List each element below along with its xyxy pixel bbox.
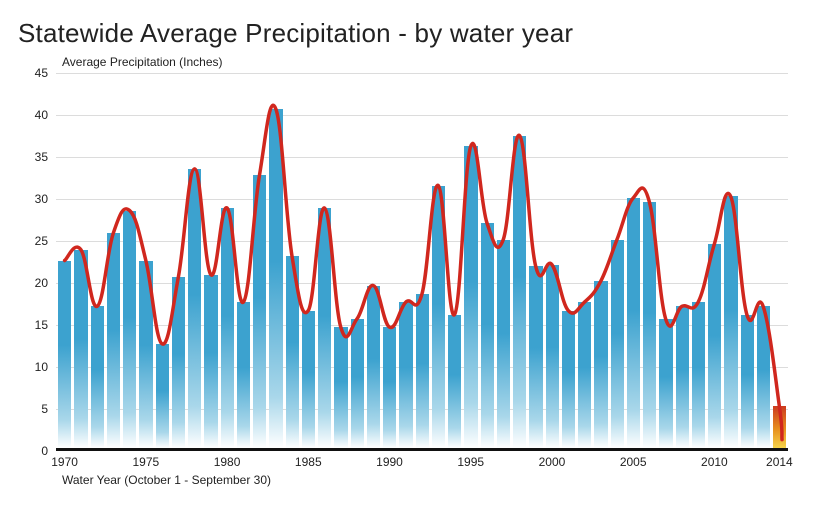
bar xyxy=(676,306,689,448)
bar xyxy=(659,319,672,448)
y-tick-label: 35 xyxy=(18,150,48,164)
bar xyxy=(757,306,770,448)
bar xyxy=(773,406,786,448)
bar xyxy=(741,315,754,448)
bar xyxy=(74,250,87,448)
bar xyxy=(58,261,71,449)
bar xyxy=(318,208,331,448)
bar xyxy=(334,327,347,448)
x-axis-ticks: 1970197519801985199019952000200520102014 xyxy=(56,455,788,469)
x-tick-label: 1985 xyxy=(295,455,322,469)
y-tick-label: 5 xyxy=(18,402,48,416)
bar xyxy=(188,169,201,448)
x-axis-label: Water Year (October 1 - September 30) xyxy=(62,473,805,487)
bar xyxy=(237,302,250,448)
bar xyxy=(221,208,234,448)
x-tick-label: 1990 xyxy=(376,455,403,469)
y-tick-label: 25 xyxy=(18,234,48,248)
x-tick-label: 2014 xyxy=(766,455,793,469)
bar xyxy=(594,281,607,448)
y-tick-label: 30 xyxy=(18,192,48,206)
x-tick-label: 1975 xyxy=(132,455,159,469)
bar xyxy=(416,294,429,448)
bar xyxy=(172,277,185,448)
bar xyxy=(497,240,510,448)
bar xyxy=(481,223,494,448)
bar xyxy=(513,136,526,449)
bar xyxy=(367,286,380,449)
bar xyxy=(529,266,542,448)
y-axis-label: Average Precipitation (Inches) xyxy=(62,55,805,69)
bar xyxy=(351,319,364,448)
bar xyxy=(139,261,152,449)
y-tick-label: 20 xyxy=(18,276,48,290)
bar xyxy=(464,146,477,448)
y-tick-label: 40 xyxy=(18,108,48,122)
bar xyxy=(708,244,721,448)
bars-group xyxy=(56,73,788,448)
bar xyxy=(302,311,315,449)
bar xyxy=(107,233,120,448)
bar xyxy=(724,196,737,448)
bar xyxy=(156,344,169,448)
bar xyxy=(253,175,266,448)
chart-area: 051015202530354045 197019751980198519901… xyxy=(18,73,788,469)
bar xyxy=(562,311,575,449)
y-axis-ticks: 051015202530354045 xyxy=(18,73,52,469)
bar xyxy=(643,202,656,448)
chart-container: Statewide Average Precipitation - by wat… xyxy=(0,0,823,507)
bar xyxy=(91,306,104,448)
bar xyxy=(123,211,136,449)
plot-region xyxy=(56,73,788,451)
y-tick-label: 0 xyxy=(18,444,48,458)
bar xyxy=(269,109,282,448)
y-tick-label: 15 xyxy=(18,318,48,332)
bar xyxy=(611,240,624,448)
y-tick-label: 10 xyxy=(18,360,48,374)
x-tick-label: 1995 xyxy=(457,455,484,469)
x-tick-label: 2000 xyxy=(539,455,566,469)
bar xyxy=(546,265,559,448)
x-tick-label: 2005 xyxy=(620,455,647,469)
bar xyxy=(578,302,591,448)
chart-title: Statewide Average Precipitation - by wat… xyxy=(18,18,805,49)
bar xyxy=(692,302,705,448)
bar xyxy=(383,327,396,448)
y-tick-label: 45 xyxy=(18,66,48,80)
bar xyxy=(448,315,461,448)
bar xyxy=(399,302,412,448)
bar xyxy=(286,256,299,448)
bar xyxy=(627,198,640,448)
x-tick-label: 1970 xyxy=(51,455,78,469)
bar xyxy=(432,186,445,449)
x-tick-label: 1980 xyxy=(214,455,241,469)
x-tick-label: 2010 xyxy=(701,455,728,469)
bar xyxy=(204,275,217,448)
